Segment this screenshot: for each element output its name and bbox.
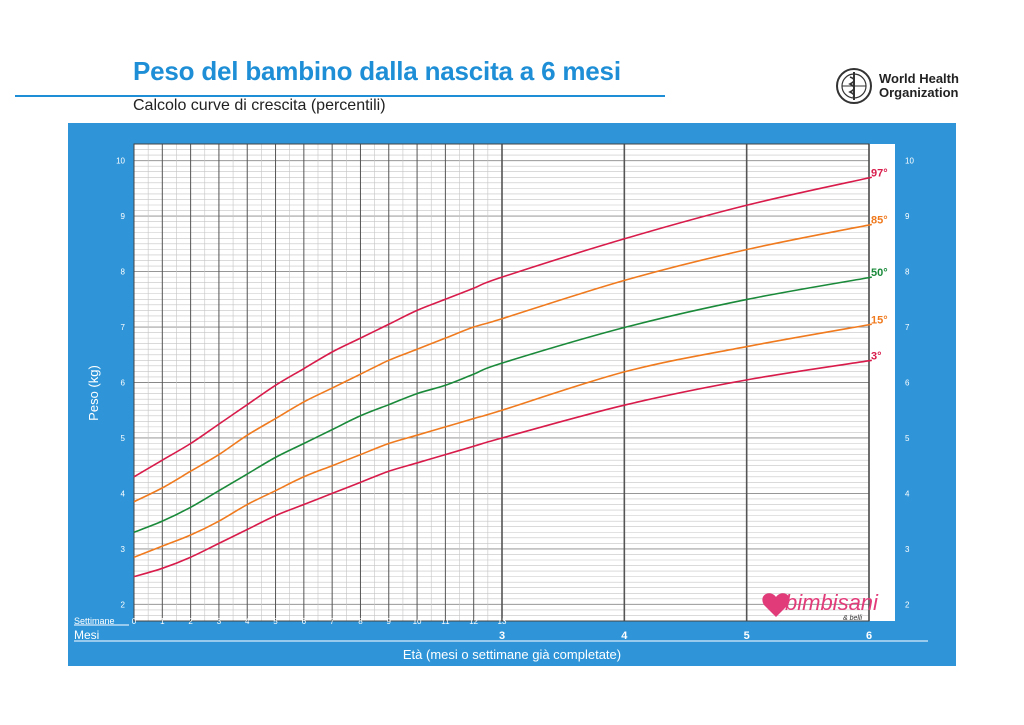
x-tick-week: 2 (188, 617, 193, 626)
percentile-line (133, 323, 872, 558)
y-ticks-left: 2 3 4 5 6 7 8 9 10 (116, 157, 125, 610)
who-name-line1: World Health (879, 71, 959, 86)
percentile-label: 85° (871, 214, 888, 226)
x-tick-week: 8 (358, 617, 363, 626)
y-tick-label: 8 (121, 268, 126, 277)
who-emblem-icon (836, 68, 872, 104)
y-tick-label: 7 (905, 323, 910, 332)
who-name-line2: Organization (879, 85, 959, 100)
page-title: Peso del bambino dalla nascita a 6 mesi (133, 56, 621, 86)
y-tick-label: 4 (905, 489, 910, 498)
x-tick-week: 9 (387, 617, 392, 626)
x-tick-month: 6 (866, 630, 872, 642)
x-tick-week: 5 (273, 617, 278, 626)
percentile-line (133, 176, 872, 478)
weeks-label: Settimane (74, 616, 115, 626)
x-tick-week: 13 (498, 617, 507, 626)
x-tick-month: 3 (499, 630, 505, 642)
percentile-label: 15° (871, 314, 888, 326)
y-tick-label: 10 (116, 157, 125, 166)
percentile-label: 50° (871, 267, 888, 279)
percentile-lines (133, 176, 872, 578)
percentile-line (133, 359, 872, 578)
percentile-labels: 97° 85° 50° 15° 3° (871, 167, 888, 362)
x-tick-week: 6 (302, 617, 307, 626)
x-tick-month: 5 (744, 630, 750, 642)
x-tick-week: 0 (132, 617, 137, 626)
months-label: Mesi (74, 628, 99, 642)
x-ticks: 0 1 2 3 4 5 6 7 8 9 10 11 12 133 4 5 6 (132, 617, 872, 642)
page-subtitle: Calcolo curve di crescita (percentili) (133, 97, 386, 114)
x-tick-week: 12 (469, 617, 478, 626)
title-divider (15, 95, 665, 97)
percentile-line (133, 223, 872, 503)
heart-icon (762, 593, 790, 617)
x-axis-label: Età (mesi o settimane già completate) (403, 647, 621, 662)
watermark-text: bimbisani (785, 590, 879, 615)
y-tick-label: 3 (905, 545, 910, 554)
watermark-small: & belli (843, 615, 863, 622)
y-tick-label: 5 (121, 434, 126, 443)
y-tick-label: 5 (905, 434, 910, 443)
y-tick-label: 4 (121, 489, 126, 498)
x-tick-week: 1 (160, 617, 165, 626)
y-tick-label: 10 (905, 157, 914, 166)
plot-frame (133, 143, 870, 622)
y-tick-label: 2 (905, 600, 910, 609)
x-tick-week: 4 (245, 617, 250, 626)
who-logo: World Health Organization (835, 67, 959, 105)
y-ticks-right: 2 3 4 5 6 7 8 9 10 (905, 157, 914, 610)
x-tick-week: 3 (217, 617, 222, 626)
x-tick-month: 4 (621, 630, 628, 642)
y-tick-label: 6 (121, 379, 126, 388)
y-tick-label: 9 (905, 212, 910, 221)
x-tick-week: 10 (413, 617, 422, 626)
y-tick-label: 8 (905, 268, 910, 277)
grid-major (133, 143, 870, 622)
bimbisani-watermark: bimbisani & belli (762, 590, 879, 622)
percentile-line (133, 276, 872, 534)
percentile-label: 97° (871, 167, 888, 179)
who-name: World Health Organization (879, 72, 959, 100)
percentile-label: 3° (871, 350, 882, 362)
y-tick-label: 2 (121, 600, 126, 609)
y-tick-label: 6 (905, 379, 910, 388)
y-tick-label: 3 (121, 545, 126, 554)
y-tick-label: 7 (121, 323, 126, 332)
y-axis-label: Peso (kg) (86, 365, 101, 421)
x-tick-week: 7 (330, 617, 335, 626)
y-tick-label: 9 (121, 212, 126, 221)
x-tick-week: 11 (441, 617, 450, 626)
